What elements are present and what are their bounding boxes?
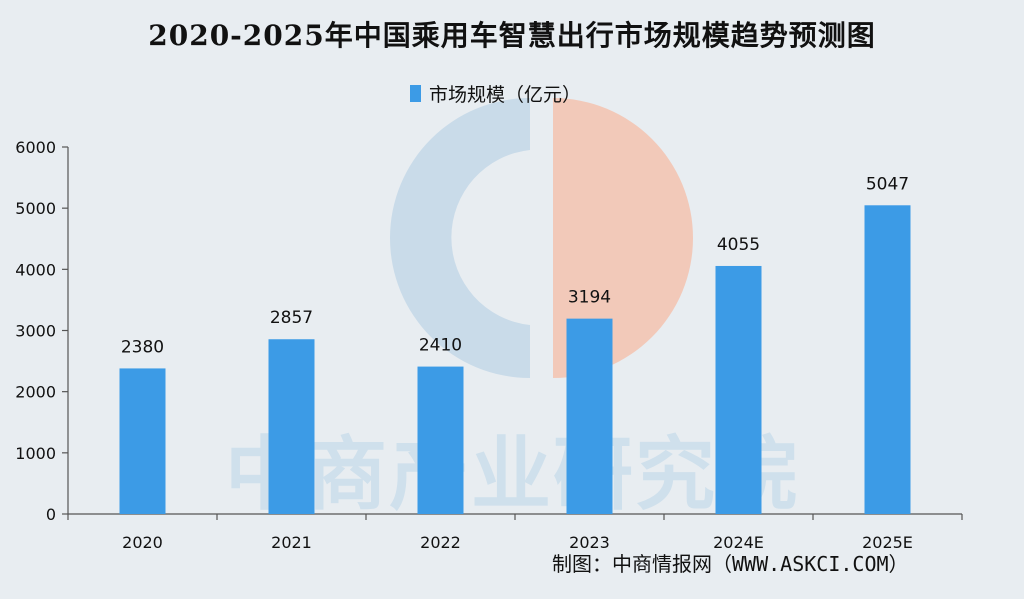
legend-label: 市场规模（亿元） bbox=[429, 84, 582, 106]
watermark-text: 中商产业研究院 bbox=[225, 428, 799, 521]
y-tick-label: 2000 bbox=[15, 383, 56, 402]
chart-title: 2020-2025年中国乘用车智慧出行市场规模趋势预测图 bbox=[148, 19, 876, 52]
credit-label: 制图：中商情报网 bbox=[552, 552, 712, 576]
bar-value-label: 5047 bbox=[866, 174, 909, 194]
watermark-logo-blue-arc bbox=[390, 98, 530, 378]
watermark-logo-orange-half bbox=[553, 98, 693, 378]
bar-value-label: 2380 bbox=[121, 337, 164, 357]
y-tick-label: 0 bbox=[46, 505, 56, 524]
x-tick-label: 2020 bbox=[122, 533, 163, 552]
bar bbox=[119, 368, 166, 514]
x-tick-label: 2023 bbox=[569, 533, 610, 552]
bar bbox=[417, 366, 464, 514]
bars bbox=[119, 205, 911, 514]
y-tick-label: 6000 bbox=[15, 138, 56, 157]
x-tick-label: 2024E bbox=[713, 533, 764, 552]
bar bbox=[864, 205, 911, 514]
bar-value-label: 4055 bbox=[717, 235, 760, 255]
credit-line: 制图：中商情报网（WWW.ASKCI.COM） bbox=[552, 548, 909, 577]
y-tick-label: 3000 bbox=[15, 322, 56, 341]
bar-value-label: 2410 bbox=[419, 336, 462, 356]
x-tick-label: 2022 bbox=[420, 533, 461, 552]
bar-value-label: 3194 bbox=[568, 288, 611, 308]
bar bbox=[715, 265, 762, 514]
x-tick-label: 2021 bbox=[271, 533, 312, 552]
y-tick-label: 4000 bbox=[15, 260, 56, 279]
x-tick-label: 2025E bbox=[862, 533, 913, 552]
data-labels: 2380 2857 2410 3194 4055 5047 bbox=[121, 174, 909, 357]
bar-value-label: 2857 bbox=[270, 308, 313, 328]
y-tick-label: 1000 bbox=[15, 444, 56, 463]
credit-site: （WWW.ASKCI.COM） bbox=[712, 552, 909, 576]
legend: 市场规模（亿元） bbox=[410, 80, 581, 107]
bar bbox=[268, 339, 315, 514]
watermark-logo bbox=[390, 98, 693, 378]
axes: 0 1000 2000 3000 4000 5000 6000 2020 2021 2022 202… bbox=[15, 138, 963, 552]
y-tick-label: 5000 bbox=[15, 199, 56, 218]
bar bbox=[566, 318, 613, 514]
legend-swatch bbox=[410, 85, 421, 102]
